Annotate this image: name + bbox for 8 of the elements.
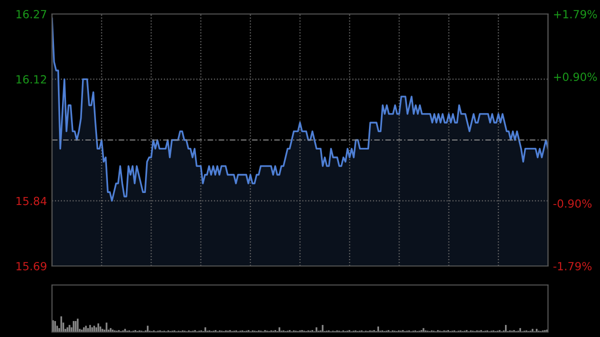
y2-tick-label: -1.79% (553, 262, 592, 270)
y-tick-label: 16.12 (16, 75, 46, 84)
y2-tick-label: -0.90% (553, 199, 592, 208)
y-tick-label: 16.27 (16, 10, 46, 18)
y-tick-label: 15.69 (16, 262, 46, 270)
y-tick-label: 15.84 (16, 196, 47, 206)
y2-tick-label: +0.90% (554, 72, 597, 82)
y2-tick-label: +1.79% (554, 10, 597, 18)
